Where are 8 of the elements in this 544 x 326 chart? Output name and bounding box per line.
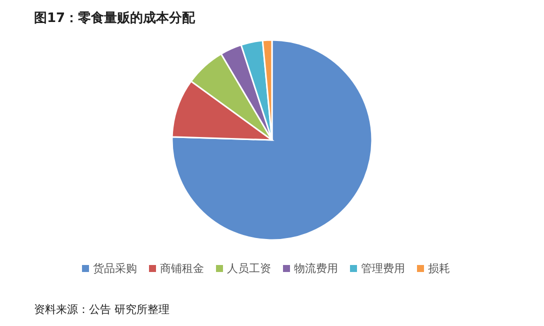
- legend-label: 人员工资: [227, 262, 271, 275]
- legend-label: 管理费用: [361, 262, 405, 275]
- legend-label: 损耗: [428, 262, 450, 275]
- legend-label: 商铺租金: [160, 262, 204, 275]
- chart-title: 图17：零食量贩的成本分配: [34, 11, 196, 26]
- text: 资料来源：公告 研究所整理: [34, 303, 170, 316]
- legend-label: 物流费用: [294, 262, 338, 275]
- legend-label: 货品采购: [93, 262, 137, 275]
